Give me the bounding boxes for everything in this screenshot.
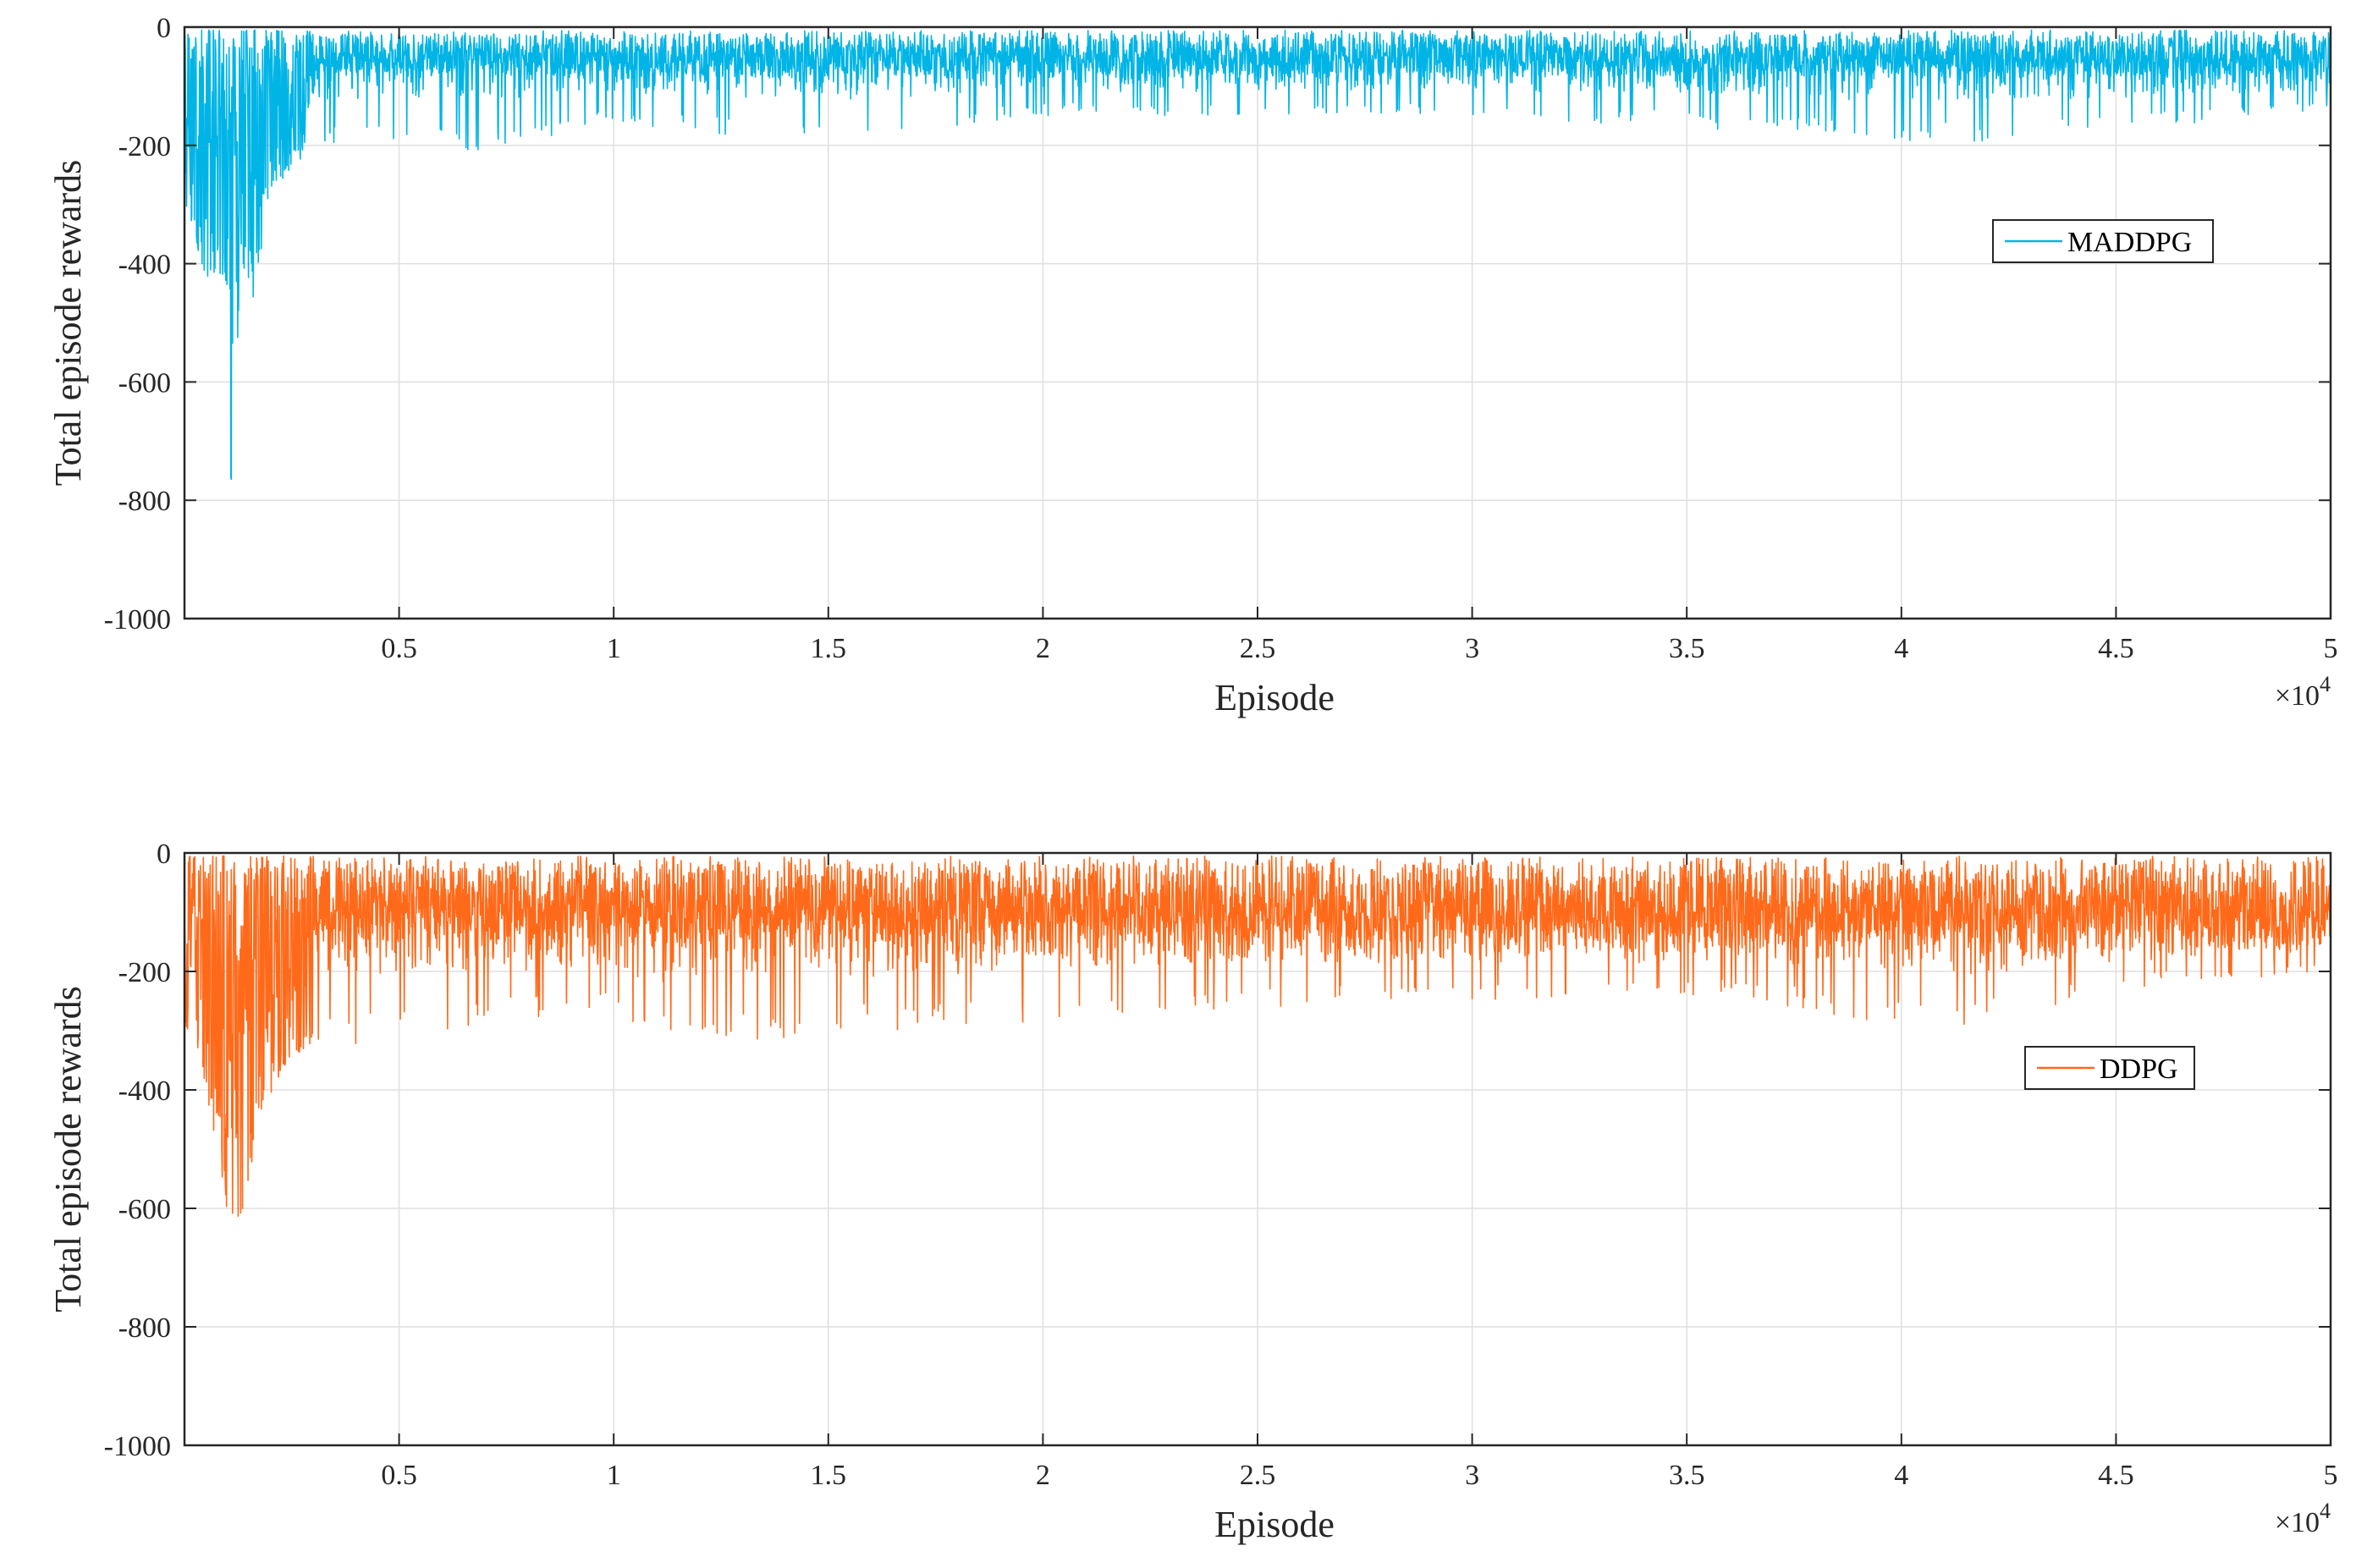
y-tick-label: -800 — [118, 1312, 171, 1344]
x-tick-label: 1.5 — [811, 1460, 847, 1491]
y-tick-label: -400 — [118, 1076, 171, 1107]
x-tick-label: 1 — [607, 633, 621, 664]
x-exponent-power: 4 — [2320, 1499, 2331, 1523]
y-tick-label: -200 — [118, 957, 171, 988]
x-exponent-label: ×104 — [2275, 1499, 2331, 1538]
legend: MADDPG — [1992, 219, 2214, 263]
x-axis-title: Episode — [1214, 1504, 1335, 1545]
x-axis-title: Episode — [1214, 677, 1335, 718]
y-tick-label: -600 — [118, 367, 171, 399]
y-axis-title: Total episode rewards — [47, 160, 89, 486]
x-tick-label: 2 — [1036, 1460, 1050, 1491]
x-tick-label: 5 — [2324, 633, 2338, 664]
legend: DDPG — [2024, 1046, 2195, 1090]
x-tick-label: 1 — [607, 1460, 621, 1491]
x-exponent-label: ×104 — [2275, 672, 2331, 712]
x-tick-label: 4.5 — [2098, 633, 2134, 664]
x-tick-label: 3 — [1465, 633, 1479, 664]
legend-label-maddpg: MADDPG — [2067, 227, 2192, 258]
x-tick-label: 2 — [1036, 633, 1050, 664]
x-exponent-power: 4 — [2320, 672, 2331, 696]
x-tick-label: 0.5 — [381, 633, 417, 664]
x-tick-label: 1.5 — [811, 633, 847, 664]
x-exponent-base: ×10 — [2275, 680, 2320, 712]
y-tick-label: 0 — [157, 13, 171, 44]
x-tick-label: 5 — [2324, 1460, 2338, 1491]
subplot-2: 0.5 1 1.5 2 2.5 3 3.5 4 4.5 5 0 -200 -400 -600 -800 -10… — [47, 839, 2338, 1545]
subplot-1: 0.5 1 1.5 2 2.5 3 3.5 4 4.5 5 0 -200 -400 -600 -800 -10… — [47, 13, 2338, 718]
y-tick-label: -400 — [118, 250, 171, 281]
x-tick-label: 4 — [1894, 633, 1908, 664]
x-tick-label: 2.5 — [1240, 633, 1276, 664]
legend-label-ddpg: DDPG — [2100, 1054, 2178, 1085]
x-tick-label: 2.5 — [1240, 1460, 1276, 1491]
y-tick-label: -200 — [118, 131, 171, 162]
series-line-ddpg — [184, 855, 2331, 1217]
x-tick-label: 4.5 — [2098, 1460, 2134, 1491]
x-exponent-base: ×10 — [2275, 1507, 2320, 1538]
x-tick-label: 3 — [1465, 1460, 1479, 1491]
y-tick-label: -1000 — [104, 604, 171, 635]
series-line-maddpg — [184, 29, 2331, 481]
x-tick-label: 3.5 — [1669, 1460, 1705, 1491]
y-tick-label: -600 — [118, 1194, 171, 1225]
y-tick-label: 0 — [157, 839, 171, 870]
y-tick-label: -800 — [118, 486, 171, 517]
y-tick-label: -1000 — [104, 1431, 171, 1462]
y-axis-title: Total episode rewards — [47, 986, 89, 1312]
x-tick-label: 3.5 — [1669, 633, 1705, 664]
x-tick-label: 0.5 — [381, 1460, 417, 1491]
x-tick-label: 4 — [1894, 1460, 1908, 1491]
